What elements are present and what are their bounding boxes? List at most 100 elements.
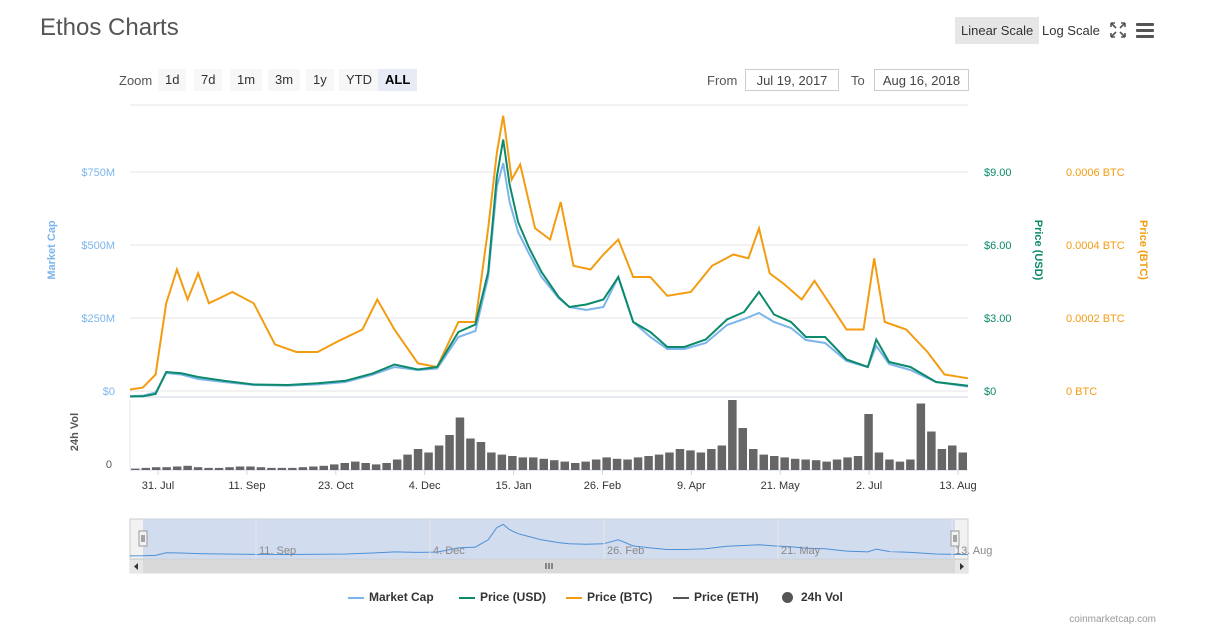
- volume-bar: [392, 459, 402, 470]
- zoom-1m-button[interactable]: 1m: [230, 69, 263, 91]
- price-btc-tick-label: 0 BTC: [1066, 386, 1097, 398]
- volume-axis: 0: [106, 459, 112, 471]
- volume-plot: [131, 400, 967, 470]
- legend-price-btc-swatch: [566, 597, 582, 599]
- volume-bar: [822, 461, 831, 470]
- page-title: Ethos Charts: [40, 14, 179, 41]
- zoom-3m-button[interactable]: 3m: [268, 69, 301, 91]
- volume-bar: [623, 459, 632, 470]
- legend-24h-vol-label: 24h Vol: [801, 590, 843, 604]
- menu-icon[interactable]: [1134, 20, 1156, 40]
- market-cap-tick-label: $750M: [81, 167, 115, 179]
- legend-price-eth-swatch: [673, 597, 689, 599]
- price-usd-axis: $0 $3.00 $6.00 $9.00: [984, 167, 1012, 398]
- volume-bar: [906, 459, 915, 470]
- volume-bar: [413, 449, 423, 470]
- volume-bar: [780, 457, 789, 470]
- x-tick-label: 2. Jul: [856, 480, 882, 492]
- volume-bar: [445, 435, 454, 470]
- market-cap-tick-label: $250M: [81, 313, 115, 325]
- price-usd-tick-label: $9.00: [984, 167, 1012, 179]
- volume-bar: [696, 452, 706, 470]
- credits-link[interactable]: coinmarketcap.com: [1069, 614, 1156, 625]
- navigator-right-handle[interactable]: [950, 530, 960, 547]
- x-tick-label: 31. Jul: [142, 480, 174, 492]
- x-tick-label: 13. Aug: [939, 480, 976, 492]
- navigator-left-handle[interactable]: [138, 530, 148, 547]
- from-date-input[interactable]: Jul 19, 2017: [745, 69, 839, 91]
- volume-bar: [895, 461, 905, 470]
- zoom-ytd-button[interactable]: YTD: [339, 69, 379, 91]
- volume-bar: [172, 466, 182, 470]
- volume-bar: [665, 452, 674, 470]
- market-cap-axis-title: Market Cap: [46, 220, 58, 280]
- price-usd-line: [129, 139, 969, 398]
- navigator[interactable]: 11. Sep 4. Dec 26. Feb 21. May 13. Aug: [129, 518, 992, 560]
- volume-bar: [927, 431, 936, 470]
- scrollbar[interactable]: [129, 559, 969, 574]
- volume-bar: [193, 467, 203, 470]
- volume-bar: [958, 452, 967, 470]
- fullscreen-icon[interactable]: [1107, 20, 1129, 40]
- volume-bar: [770, 456, 779, 470]
- volume-bar: [644, 456, 653, 470]
- volume-bar: [131, 468, 140, 470]
- legend-price-usd-swatch: [459, 597, 475, 599]
- zoom-all-button[interactable]: ALL: [378, 69, 418, 91]
- volume-bar: [550, 460, 559, 470]
- volume-bar: [591, 459, 601, 470]
- volume-bar: [581, 461, 590, 470]
- zoom-label: Zoom: [119, 73, 153, 88]
- volume-bar: [476, 442, 486, 470]
- volume-bar: [675, 449, 685, 470]
- volume-bar: [340, 463, 349, 470]
- navigator-line: [129, 523, 969, 557]
- x-tick-label: 23. Oct: [318, 480, 353, 492]
- scrollbar-grip-icon: [545, 563, 553, 569]
- volume-bar: [288, 467, 297, 470]
- price-usd-tick-label: $6.00: [984, 240, 1012, 252]
- volume-bar: [508, 456, 517, 470]
- navigator-tick-label: 11. Sep: [259, 545, 296, 557]
- volume-bar: [707, 449, 716, 470]
- zoom-7d-button[interactable]: 7d: [194, 69, 223, 91]
- market-cap-tick-label: $500M: [81, 240, 115, 252]
- to-date-input[interactable]: Aug 16, 2018: [874, 69, 969, 91]
- volume-bar: [361, 463, 370, 470]
- volume-bar: [790, 458, 800, 470]
- log-scale-button[interactable]: Log Scale: [1042, 23, 1100, 38]
- scroll-left-arrow-icon: [134, 563, 138, 570]
- volume-bar: [371, 464, 381, 470]
- navigator-selection[interactable]: [143, 519, 955, 559]
- volume-bar: [560, 461, 569, 470]
- price-btc-tick-label: 0.0006 BTC: [1066, 167, 1125, 179]
- volume-bar: [843, 457, 852, 470]
- volume-bar: [874, 452, 884, 470]
- zoom-1y-button[interactable]: 1y: [306, 69, 334, 91]
- price-usd-tick-label: $3.00: [984, 313, 1012, 325]
- linear-scale-button[interactable]: Linear Scale: [955, 17, 1040, 44]
- price-btc-axis-title: Price (BTC): [1137, 220, 1149, 280]
- from-label: From: [707, 73, 738, 88]
- x-tick-label: 9. Apr: [677, 480, 706, 492]
- volume-bar: [225, 467, 234, 470]
- price-usd-axis-title: Price (USD): [1032, 220, 1044, 281]
- navigator-tick-label: 13. Aug: [955, 545, 992, 557]
- volume-bar: [382, 463, 391, 470]
- volume-bar: [235, 466, 245, 470]
- navigator-tick-label: 21. May: [781, 545, 821, 557]
- price-btc-axis: 0 BTC 0.0002 BTC 0.0004 BTC 0.0006 BTC: [1066, 167, 1125, 398]
- legend-price-usd-label: Price (USD): [480, 590, 547, 604]
- volume-bar: [246, 466, 255, 470]
- volume-bar: [728, 400, 737, 470]
- volume-bar: [749, 449, 758, 470]
- volume-bar: [948, 445, 957, 470]
- volume-bar: [612, 458, 622, 470]
- zoom-1d-button[interactable]: 1d: [158, 69, 187, 91]
- volume-bar: [717, 445, 727, 470]
- volume-bar: [885, 459, 894, 470]
- price-btc-line: [129, 115, 969, 391]
- volume-bar: [539, 458, 548, 470]
- price-btc-tick-label: 0.0004 BTC: [1066, 240, 1125, 252]
